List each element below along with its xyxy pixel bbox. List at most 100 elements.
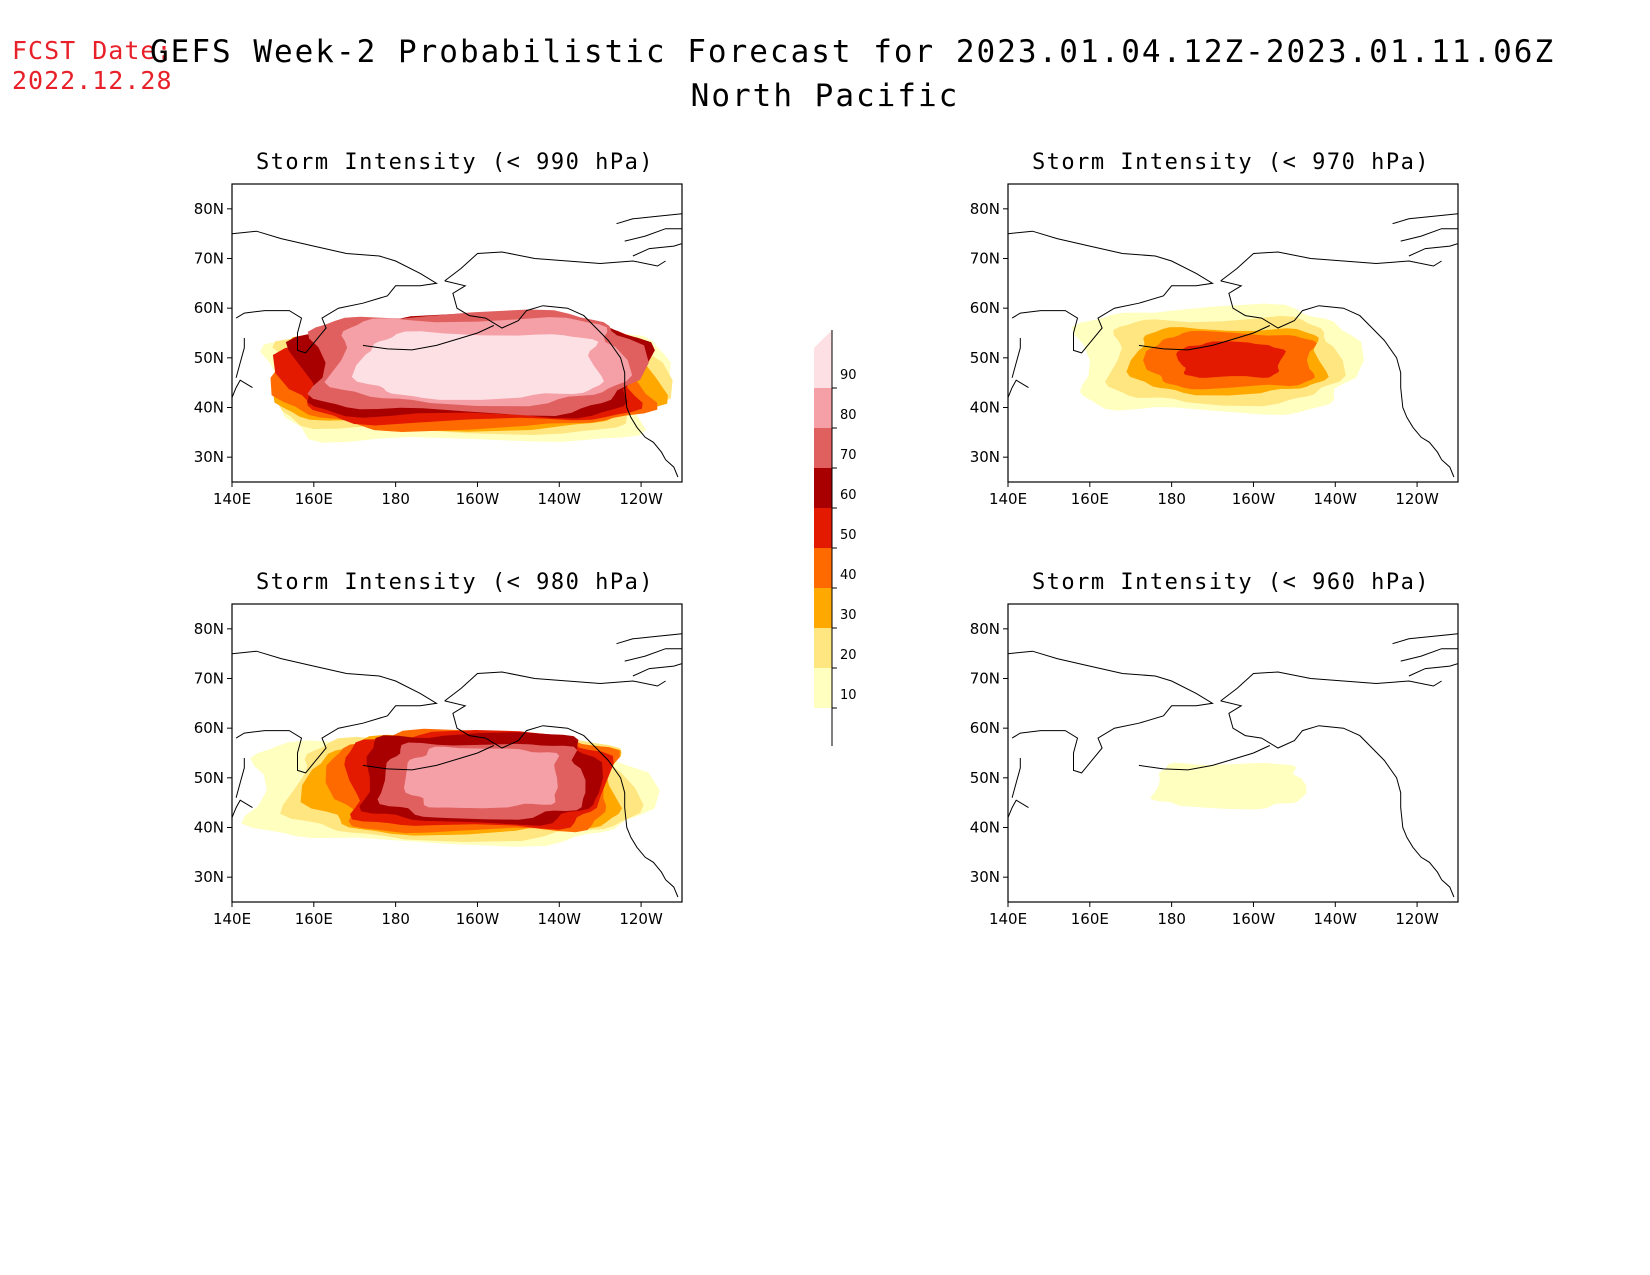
- colorbar-label: 90: [840, 368, 857, 383]
- y-tick-label: 80N: [970, 620, 1000, 638]
- colorbar-cap-top: [814, 330, 832, 348]
- y-tick-label: 50N: [970, 769, 1000, 787]
- coastline: [362, 745, 495, 771]
- x-tick-label: 160W: [456, 910, 500, 928]
- colorbar-label: 50: [840, 528, 857, 543]
- main-title-line1: GEFS Week-2 Probabilistic Forecast for 2…: [150, 34, 1556, 70]
- probability-field: [1008, 213, 1458, 478]
- coastline: [1400, 228, 1458, 242]
- x-tick-label: 160E: [1071, 490, 1109, 508]
- coastline: [1011, 338, 1021, 378]
- map-svg: 140E 160E 180 160W 140W 120W 80N 70N 60N 50N 40N 30…: [194, 603, 683, 928]
- y-tick-label: 80N: [194, 200, 224, 218]
- y-tick-label: 30N: [194, 868, 224, 886]
- coastline: [1400, 648, 1458, 662]
- coastline: [444, 671, 666, 702]
- x-tick-label: 140E: [989, 910, 1027, 928]
- map-frame: [231, 183, 683, 483]
- colorbar-label: 10: [840, 688, 857, 703]
- y-tick-label: 50N: [970, 349, 1000, 367]
- colorbar-segment: [814, 628, 832, 668]
- x-tick-label: 140W: [1314, 910, 1358, 928]
- y-tick-label: 30N: [970, 448, 1000, 466]
- map-svg: 140E 160E 180 160W 140W 120W 80N 70N 60N 50N 40N 30…: [970, 603, 1459, 928]
- x-tick-label: 140E: [213, 490, 251, 508]
- probability-field: [232, 633, 682, 898]
- y-tick-label: 70N: [194, 250, 224, 268]
- x-tick-label: 140E: [213, 910, 251, 928]
- contour-level-80: [404, 746, 560, 809]
- forecast-date-caption: FCST Date:: [12, 36, 173, 65]
- probability-field: [1008, 633, 1458, 898]
- y-tick-label: 70N: [970, 670, 1000, 688]
- y-tick-label: 80N: [970, 200, 1000, 218]
- coastline: [235, 338, 245, 378]
- x-tick-label: 160W: [1232, 490, 1276, 508]
- x-tick-label: 180: [1157, 490, 1186, 508]
- x-tick-label: 120W: [1395, 910, 1439, 928]
- colorbar-label: 60: [840, 488, 857, 503]
- coastline: [1138, 325, 1271, 351]
- contour-level-90: [351, 331, 604, 400]
- colorbar-label: 40: [840, 568, 857, 583]
- y-tick-label: 60N: [194, 299, 224, 317]
- coastline: [232, 379, 253, 398]
- x-tick-label: 120W: [619, 490, 663, 508]
- y-tick-label: 40N: [194, 399, 224, 417]
- map-panel-960: Storm Intensity (< 960 hPa) 140E 160E 180 1…: [970, 570, 1466, 950]
- y-tick-label: 70N: [194, 670, 224, 688]
- x-tick-label: 140W: [538, 490, 582, 508]
- coastline: [232, 650, 438, 774]
- panel-title: Storm Intensity (< 970 hPa): [1031, 150, 1431, 175]
- probability-field: [232, 213, 682, 478]
- x-tick-label: 180: [1157, 910, 1186, 928]
- coastline: [624, 228, 682, 242]
- coastline: [624, 648, 682, 662]
- colorbar-label: 70: [840, 448, 857, 463]
- coastline: [632, 243, 682, 257]
- y-tick-label: 50N: [194, 349, 224, 367]
- y-tick-label: 80N: [194, 620, 224, 638]
- colorbar-segment: [814, 468, 832, 508]
- y-tick-label: 60N: [970, 719, 1000, 737]
- y-tick-label: 40N: [194, 819, 224, 837]
- coastline: [1008, 650, 1214, 774]
- colorbar: 90 80 70 60 50 40 30 20 10: [814, 330, 857, 746]
- x-tick-label: 120W: [619, 910, 663, 928]
- panel-title: Storm Intensity (< 990 hPa): [255, 150, 655, 175]
- map-panel-990: Storm Intensity (< 990 hPa) 140E 160E 180 1…: [194, 150, 690, 530]
- map-frame: [1007, 603, 1459, 903]
- coastline: [1220, 700, 1455, 898]
- x-tick-label: 160W: [456, 490, 500, 508]
- y-tick-label: 60N: [970, 299, 1000, 317]
- colorbar-segment: [814, 548, 832, 588]
- colorbar-segment: [814, 668, 832, 708]
- coastline: [616, 633, 682, 645]
- coastline: [1392, 633, 1458, 645]
- y-tick-label: 40N: [970, 399, 1000, 417]
- coastline: [235, 758, 245, 798]
- forecast-date-label: FCST Date: 2022.12.28: [12, 36, 173, 96]
- colorbar-segment: [814, 508, 832, 548]
- colorbar-segment: [814, 588, 832, 628]
- x-tick-label: 140W: [538, 910, 582, 928]
- x-tick-label: 160E: [295, 910, 333, 928]
- coastline: [1008, 230, 1214, 354]
- coastline: [444, 251, 666, 282]
- colorbar-label: 80: [840, 408, 857, 423]
- y-tick-label: 60N: [194, 719, 224, 737]
- colorbar-segment: [814, 428, 832, 468]
- panel-title: Storm Intensity (< 960 hPa): [1031, 570, 1431, 595]
- x-tick-label: 180: [381, 490, 410, 508]
- x-tick-label: 140W: [1314, 490, 1358, 508]
- main-title: GEFS Week-2 Probabilistic Forecast for 2…: [150, 30, 1556, 118]
- map-frame: [1007, 183, 1459, 483]
- x-tick-label: 140E: [989, 490, 1027, 508]
- colorbar-segment: [814, 348, 832, 388]
- colorbar-segment: [814, 388, 832, 428]
- x-tick-label: 160W: [1232, 910, 1276, 928]
- y-tick-label: 50N: [194, 769, 224, 787]
- colorbar-label: 20: [840, 648, 857, 663]
- coastline: [1008, 379, 1029, 398]
- coastline: [362, 325, 495, 351]
